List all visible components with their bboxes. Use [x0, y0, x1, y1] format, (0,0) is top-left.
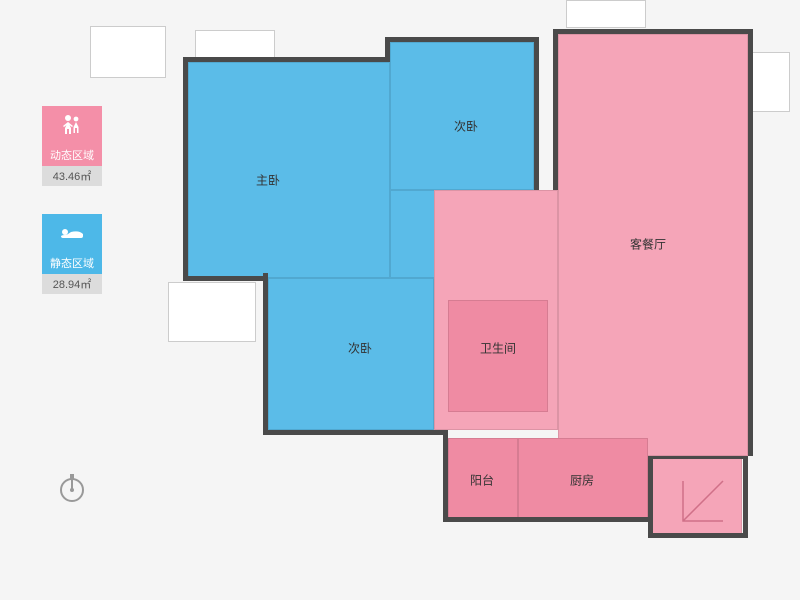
- legend-dynamic: 动态区域 43.46㎡: [42, 106, 102, 186]
- legend: 动态区域 43.46㎡ 静态区域 28.94㎡: [42, 106, 102, 322]
- wall-segment: [648, 533, 748, 538]
- sleep-icon: [42, 214, 102, 252]
- room-second-bedroom-1: [390, 42, 534, 190]
- wall-segment: [263, 430, 443, 435]
- wall-segment: [553, 29, 753, 34]
- people-icon: [42, 106, 102, 144]
- wall-segment: [648, 456, 748, 459]
- room-master-bedroom: [188, 62, 390, 278]
- room-label-bathroom: 卫生间: [480, 340, 516, 357]
- wall-segment: [748, 29, 753, 456]
- exterior-ledge: [195, 30, 275, 58]
- wall-segment: [183, 57, 188, 281]
- legend-static-label: 静态区域: [42, 252, 102, 274]
- room-label-second-bedroom-1: 次卧: [454, 118, 478, 135]
- legend-dynamic-value: 43.46㎡: [42, 166, 102, 186]
- exterior-ledge: [750, 52, 790, 112]
- wall-segment: [183, 276, 268, 281]
- wall-segment: [553, 29, 558, 190]
- room-label-living-dining: 客餐厅: [630, 236, 666, 253]
- door-icon: [678, 476, 728, 526]
- wall-segment: [534, 37, 539, 190]
- room-label-balcony: 阳台: [470, 472, 494, 489]
- wall-segment: [443, 430, 448, 522]
- room-label-kitchen: 厨房: [570, 472, 594, 489]
- legend-static-value: 28.94㎡: [42, 274, 102, 294]
- wall-segment: [263, 273, 268, 435]
- wall-segment: [385, 37, 539, 42]
- wall-segment: [443, 517, 653, 522]
- wall-segment: [648, 456, 653, 538]
- floorplan-container: 主卧次卧次卧客餐厅卫生间阳台厨房: [0, 0, 800, 600]
- legend-static: 静态区域 28.94㎡: [42, 214, 102, 294]
- legend-dynamic-label: 动态区域: [42, 144, 102, 166]
- compass-icon: [58, 472, 86, 500]
- wall-segment: [743, 456, 748, 538]
- room-label-second-bedroom-2: 次卧: [348, 340, 372, 357]
- exterior-ledge: [90, 26, 166, 78]
- exterior-ledge: [168, 282, 256, 342]
- room-label-master-bedroom: 主卧: [256, 172, 280, 189]
- exterior-ledge: [566, 0, 646, 28]
- wall-segment: [183, 57, 390, 62]
